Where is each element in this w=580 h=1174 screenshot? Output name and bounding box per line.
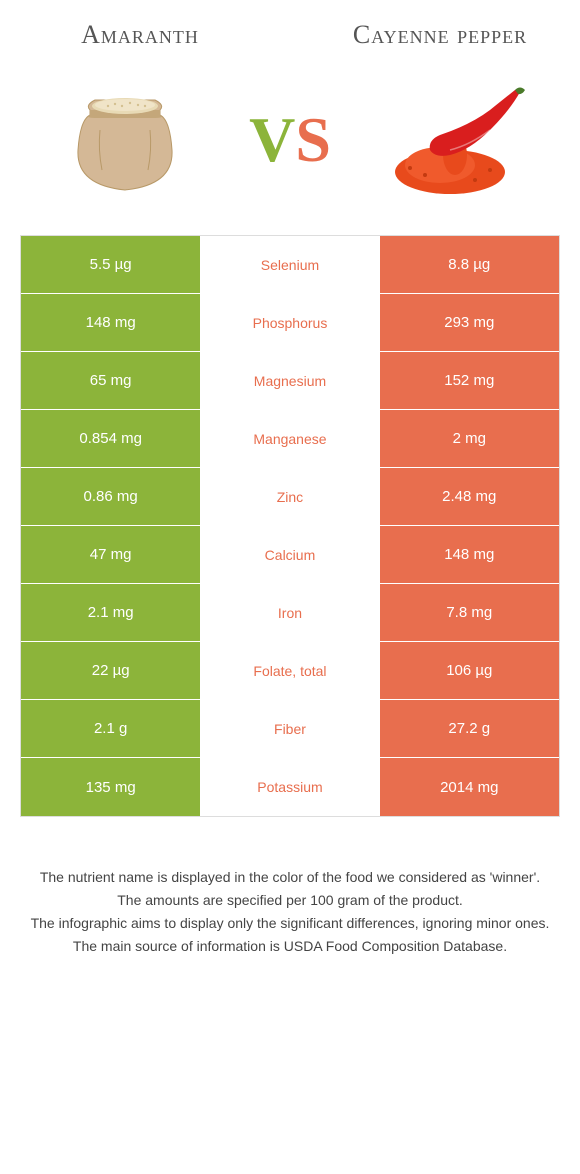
nutrient-label: Magnesium: [200, 352, 379, 409]
table-row: 2.1 mgIron7.8 mg: [21, 584, 559, 642]
value-right: 106 µg: [380, 642, 559, 699]
table-row: 135 mgPotassium2014 mg: [21, 758, 559, 816]
value-left: 65 mg: [21, 352, 200, 409]
footer-line: The amounts are specified per 100 gram o…: [30, 890, 550, 911]
table-row: 148 mgPhosphorus293 mg: [21, 294, 559, 352]
value-right: 7.8 mg: [380, 584, 559, 641]
footer-notes: The nutrient name is displayed in the co…: [20, 867, 560, 957]
footer-line: The nutrient name is displayed in the co…: [30, 867, 550, 888]
value-left: 5.5 µg: [21, 236, 200, 293]
table-row: 65 mgMagnesium152 mg: [21, 352, 559, 410]
title-left: Amaranth: [40, 20, 240, 50]
nutrient-label: Iron: [200, 584, 379, 641]
nutrient-label: Fiber: [200, 700, 379, 757]
cayenne-image: [380, 75, 530, 205]
nutrient-label: Calcium: [200, 526, 379, 583]
value-left: 2.1 mg: [21, 584, 200, 641]
value-right: 2 mg: [380, 410, 559, 467]
value-left: 148 mg: [21, 294, 200, 351]
table-row: 47 mgCalcium148 mg: [21, 526, 559, 584]
table-row: 0.86 mgZinc2.48 mg: [21, 468, 559, 526]
value-right: 27.2 g: [380, 700, 559, 757]
table-row: 22 µgFolate, total106 µg: [21, 642, 559, 700]
nutrient-label: Zinc: [200, 468, 379, 525]
nutrient-label: Folate, total: [200, 642, 379, 699]
table-row: 0.854 mgManganese2 mg: [21, 410, 559, 468]
vs-s: S: [295, 103, 331, 177]
value-right: 2.48 mg: [380, 468, 559, 525]
value-left: 47 mg: [21, 526, 200, 583]
nutrient-label: Phosphorus: [200, 294, 379, 351]
nutrient-table: 5.5 µgSelenium8.8 µg148 mgPhosphorus293 …: [20, 235, 560, 817]
title-right: Cayenne pepper: [340, 20, 540, 50]
footer-line: The infographic aims to display only the…: [30, 913, 550, 934]
value-right: 293 mg: [380, 294, 559, 351]
value-right: 148 mg: [380, 526, 559, 583]
vs-v: V: [249, 103, 295, 177]
value-left: 22 µg: [21, 642, 200, 699]
value-right: 152 mg: [380, 352, 559, 409]
nutrient-label: Selenium: [200, 236, 379, 293]
value-left: 2.1 g: [21, 700, 200, 757]
footer-line: The main source of information is USDA F…: [30, 936, 550, 957]
table-row: 2.1 gFiber27.2 g: [21, 700, 559, 758]
value-left: 0.86 mg: [21, 468, 200, 525]
vs-label: VS: [249, 103, 331, 177]
table-row: 5.5 µgSelenium8.8 µg: [21, 236, 559, 294]
amaranth-image: [50, 75, 200, 205]
images-row: VS: [20, 65, 560, 235]
value-right: 2014 mg: [380, 758, 559, 816]
value-left: 0.854 mg: [21, 410, 200, 467]
nutrient-label: Potassium: [200, 758, 379, 816]
titles-row: Amaranth Cayenne pepper: [20, 20, 560, 50]
nutrient-label: Manganese: [200, 410, 379, 467]
value-left: 135 mg: [21, 758, 200, 816]
value-right: 8.8 µg: [380, 236, 559, 293]
